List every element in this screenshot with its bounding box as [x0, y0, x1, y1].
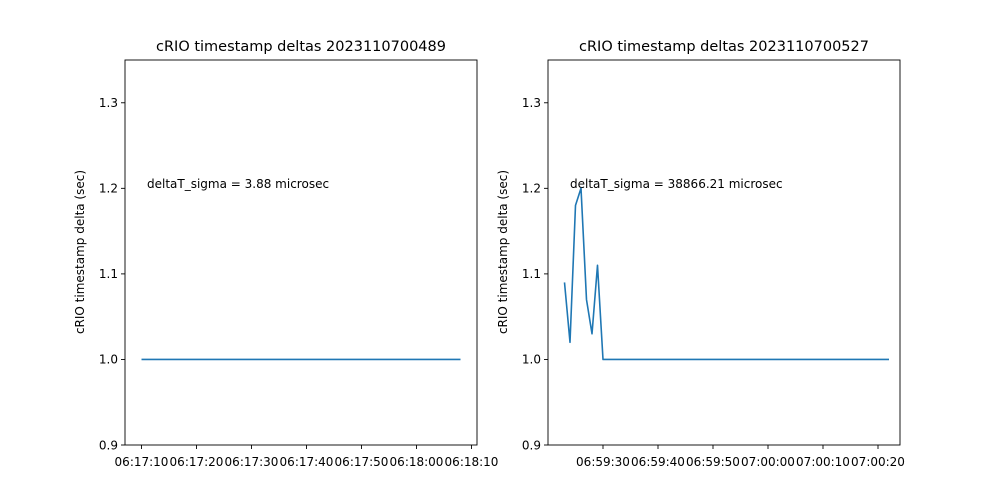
y-tick-label-right: 0.9 [522, 438, 541, 452]
x-tick-label-right: 06:59:40 [631, 455, 685, 469]
chart-title-right: cRIO timestamp deltas 2023110700527 [579, 39, 869, 55]
x-tick-label-left: 06:17:40 [280, 455, 334, 469]
y-axis-label-left: cRIO timestamp delta (sec) [73, 170, 87, 334]
y-tick-label-left: 1.2 [99, 182, 118, 196]
y-tick-label-right: 1.1 [522, 267, 541, 281]
y-tick-label-right: 1.3 [522, 96, 541, 110]
x-tick-label-right: 07:00:10 [796, 455, 850, 469]
chart-title-left: cRIO timestamp deltas 2023110700489 [156, 39, 446, 55]
x-tick-label-left: 06:18:10 [445, 455, 499, 469]
x-tick-label-left: 06:17:20 [170, 455, 224, 469]
axes-frame-left [124, 59, 478, 446]
x-tick-label-left: 06:17:50 [335, 455, 389, 469]
axes-frame-right [547, 59, 901, 446]
series-line-right [563, 187, 889, 361]
sigma-annotation-right: deltaT_sigma = 38866.21 microsec [570, 177, 783, 191]
plot-area-right: 0.91.01.11.21.306:59:30 06:59:40 06:59:50 0… [522, 96, 905, 469]
y-tick-label-left: 1.1 [99, 267, 118, 281]
x-tick-label-right: 07:00:20 [851, 455, 905, 469]
y-axis-label-right: cRIO timestamp delta (sec) [496, 170, 510, 334]
x-tick-label-right: 07:00:00 [741, 455, 795, 469]
sigma-annotation-left: deltaT_sigma = 3.88 microsec [147, 177, 329, 191]
plot-area-left: 0.91.01.11.21.306:17:10 06:17:20 06:17:30 0… [99, 96, 499, 469]
x-tick-label-left: 06:17:10 [115, 455, 169, 469]
y-tick-label-left: 0.9 [99, 438, 118, 452]
y-tick-label-left: 1.3 [99, 96, 118, 110]
x-tick-label-right: 06:59:50 [686, 455, 740, 469]
chart-panel-right: cRIO timestamp deltas 2023110700527 cRIO… [496, 39, 905, 469]
x-tick-label-right: 06:59:30 [576, 455, 630, 469]
y-tick-label-left: 1.0 [99, 353, 118, 367]
y-tick-label-right: 1.0 [522, 353, 541, 367]
y-tick-label-right: 1.2 [522, 182, 541, 196]
chart-panel-left: cRIO timestamp deltas 2023110700489 cRIO… [73, 39, 498, 469]
x-tick-label-left: 06:18:00 [390, 455, 444, 469]
x-tick-label-left: 06:17:30 [225, 455, 279, 469]
